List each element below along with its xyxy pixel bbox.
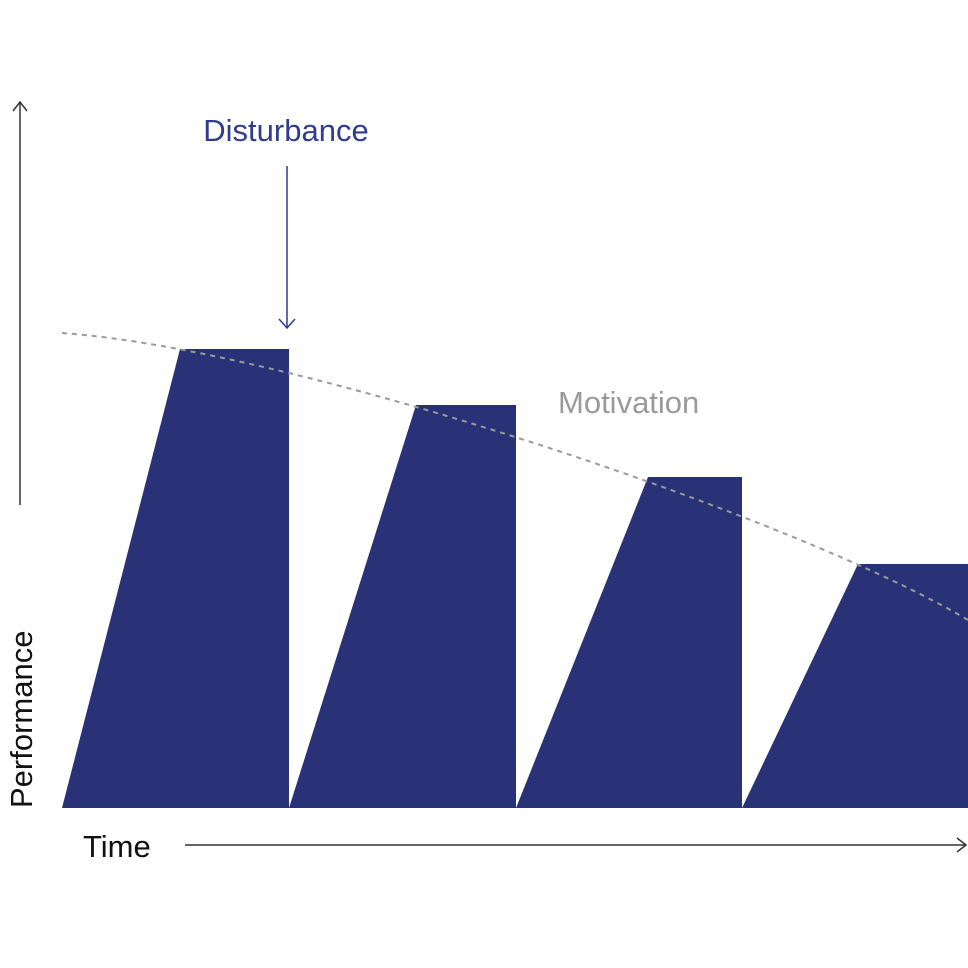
performance-block-2 bbox=[289, 405, 516, 808]
disturbance-label: Disturbance bbox=[203, 113, 368, 148]
performance-block-1 bbox=[62, 349, 289, 808]
x-axis-arrow bbox=[185, 837, 968, 853]
y-axis-arrow bbox=[12, 100, 28, 505]
x-axis-label: Time bbox=[83, 829, 151, 864]
motivation-label: Motivation bbox=[558, 385, 699, 420]
disturbance-arrow bbox=[278, 166, 296, 330]
motivation-curve bbox=[61, 332, 968, 621]
performance-block-4 bbox=[742, 564, 968, 808]
performance-block-3 bbox=[516, 477, 742, 808]
y-axis-label: Performance bbox=[4, 631, 39, 808]
